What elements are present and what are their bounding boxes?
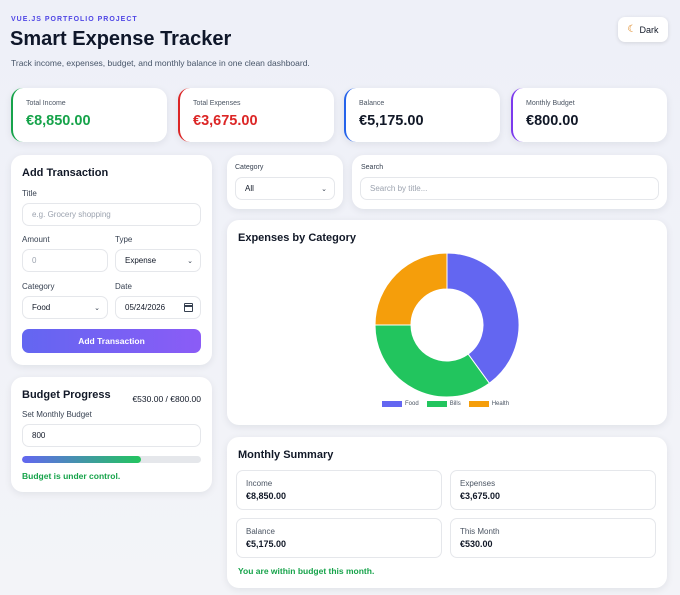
monthly-summary-card: Monthly Summary Income €8,850.00 Expense…: [227, 437, 667, 588]
summary-value: €530.00: [460, 539, 493, 549]
date-input[interactable]: 05/24/2026: [115, 296, 201, 319]
title-label: Title: [22, 189, 37, 198]
donut-slice-bills: [374, 324, 491, 398]
stat-card-total-income: Total Income €8,850.00: [11, 88, 167, 142]
page-subtitle: Track income, expenses, budget, and mont…: [11, 58, 310, 68]
budget-progress-fill: [22, 456, 141, 463]
date-label: Date: [115, 282, 132, 291]
summary-heading: Monthly Summary: [238, 449, 334, 461]
expenses-donut-chart: [374, 252, 520, 398]
budget-ratio: €530.00 / €800.00: [132, 394, 201, 404]
category-filter-card: Category All ⌄: [227, 155, 343, 209]
legend-label: Bills: [449, 401, 461, 407]
summary-item-this-month: This Month €530.00: [450, 518, 656, 558]
stat-label: Balance: [359, 100, 385, 107]
amount-input[interactable]: 0: [22, 249, 108, 272]
chevron-down-icon: ⌄: [187, 258, 193, 265]
donut-slice-health: [374, 252, 448, 326]
category-label: Category: [22, 282, 55, 291]
title-input[interactable]: e.g. Grocery shopping: [22, 203, 201, 226]
summary-item-balance: Balance €5,175.00: [236, 518, 442, 558]
legend-item-bills: Bills: [426, 401, 461, 407]
stat-value: €5,175.00: [359, 113, 424, 129]
chart-heading: Expenses by Category: [238, 232, 356, 244]
dark-mode-label: Dark: [639, 24, 659, 35]
summary-label: Expenses: [460, 479, 496, 488]
stat-value: €8,850.00: [26, 113, 91, 129]
summary-label: Balance: [246, 527, 275, 536]
budget-progress-card: Budget Progress €530.00 / €800.00 Set Mo…: [11, 377, 212, 492]
summary-item-expenses: Expenses €3,675.00: [450, 470, 656, 510]
set-budget-label: Set Monthly Budget: [22, 410, 92, 419]
stat-card-total-expenses: Total Expenses €3,675.00: [178, 88, 334, 142]
project-eyebrow: VUE.JS PORTFOLIO PROJECT: [11, 16, 138, 23]
legend-label: Food: [405, 401, 419, 407]
summary-item-income: Income €8,850.00: [236, 470, 442, 510]
budget-progress-bar: [22, 456, 201, 463]
summary-label: This Month: [460, 527, 500, 536]
budget-heading: Budget Progress: [22, 389, 111, 401]
summary-value: €5,175.00: [246, 539, 287, 549]
legend-item-health: Health: [468, 401, 510, 407]
category-filter-value: All: [245, 184, 254, 193]
type-select[interactable]: Expense ⌄: [115, 249, 201, 272]
filter-category-label: Category: [235, 164, 264, 171]
budget-status: Budget is under control.: [22, 471, 121, 481]
stat-value: €3,675.00: [193, 113, 258, 129]
summary-status: You are within budget this month.: [238, 566, 375, 576]
category-select-value: Food: [32, 303, 51, 312]
stat-card-balance: Balance €5,175.00: [344, 88, 500, 142]
add-transaction-heading: Add Transaction: [22, 167, 109, 179]
chevron-down-icon: ⌄: [321, 186, 327, 193]
stat-label: Monthly Budget: [526, 100, 575, 107]
budget-input[interactable]: 800: [22, 424, 201, 447]
donut-slice-food: [446, 252, 520, 384]
stat-label: Total Income: [26, 100, 66, 107]
category-select[interactable]: Food ⌄: [22, 296, 108, 319]
amount-label: Amount: [22, 235, 50, 244]
summary-label: Income: [246, 479, 273, 488]
category-filter-select[interactable]: All ⌄: [235, 177, 335, 200]
type-select-value: Expense: [125, 256, 157, 265]
date-input-value: 05/24/2026: [125, 303, 166, 312]
calendar-icon[interactable]: [184, 303, 193, 312]
legend-label: Health: [491, 401, 510, 407]
page-title: Smart Expense Tracker: [10, 28, 232, 50]
stat-card-monthly-budget: Monthly Budget €800.00: [511, 88, 667, 142]
stat-label: Total Expenses: [193, 100, 241, 107]
type-label: Type: [115, 235, 133, 244]
chevron-down-icon: ⌄: [94, 305, 100, 312]
summary-value: €3,675.00: [460, 491, 501, 501]
add-transaction-button[interactable]: Add Transaction: [22, 329, 201, 353]
dark-mode-button[interactable]: ☾ Dark: [618, 17, 668, 42]
expenses-chart-card: Expenses by Category Food Bills Health: [227, 220, 667, 425]
summary-value: €8,850.00: [246, 491, 287, 501]
chart-legend: Food Bills Health: [382, 401, 509, 407]
search-input[interactable]: Search by title...: [360, 177, 659, 200]
legend-swatch: [468, 401, 489, 407]
search-label: Search: [361, 164, 384, 171]
stat-value: €800.00: [526, 113, 579, 129]
add-transaction-card: Add Transaction Title e.g. Grocery shopp…: [11, 155, 212, 365]
legend-item-food: Food: [382, 401, 419, 407]
legend-swatch: [426, 401, 447, 407]
legend-swatch: [382, 401, 402, 407]
moon-icon: ☾: [627, 24, 637, 35]
search-card: Search Search by title...: [352, 155, 667, 209]
